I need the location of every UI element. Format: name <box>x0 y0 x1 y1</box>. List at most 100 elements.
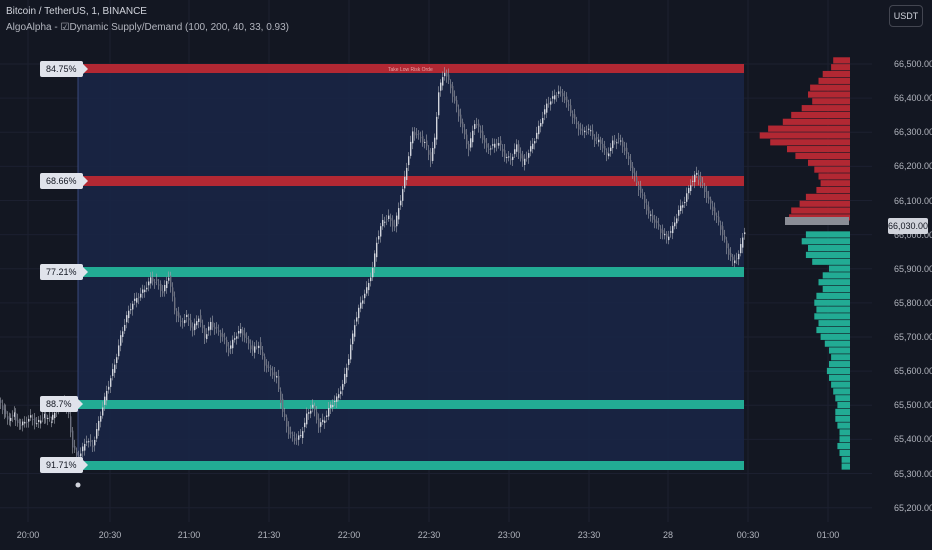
time-tick-label: 22:30 <box>417 530 441 540</box>
candle-body <box>230 345 232 349</box>
candle-body <box>556 95 558 97</box>
demand-profile-bar <box>805 231 850 238</box>
candle-body <box>722 226 724 236</box>
candle-body <box>326 415 328 417</box>
candle-body <box>390 217 392 221</box>
candle-body <box>422 136 424 143</box>
candle-body <box>704 186 706 193</box>
time-tick-label: 00:30 <box>736 530 760 540</box>
candle-body <box>210 321 212 330</box>
demand-profile-bar <box>816 292 850 299</box>
candle-body <box>528 153 530 158</box>
candle-body <box>472 130 474 143</box>
candle-body <box>378 236 380 240</box>
candle-body <box>126 315 128 323</box>
price-tick-label: 66,300.00 <box>894 127 932 138</box>
candle-body <box>616 142 618 144</box>
supply-profile-bar <box>791 207 850 214</box>
candle-body <box>268 366 270 368</box>
supply-profile-bar <box>768 125 850 132</box>
candle-body <box>688 187 690 194</box>
candle-body <box>614 141 616 143</box>
price-tick-label: 66,200.00 <box>894 161 932 172</box>
candle-body <box>28 418 30 422</box>
demand-profile-bar <box>818 320 850 327</box>
candle-body <box>716 216 718 218</box>
candle-body <box>676 218 678 224</box>
supply-profile-bar <box>787 146 850 153</box>
symbol-title[interactable]: Bitcoin / TetherUS, 1, BINANCE <box>6 6 147 17</box>
candle-body <box>336 396 338 402</box>
candle-body <box>110 378 112 387</box>
currency-button[interactable]: USDT <box>889 5 923 27</box>
candle-body <box>140 293 142 298</box>
candle-body <box>502 148 504 152</box>
candle-body <box>198 318 200 323</box>
price-tick-label: 65,300.00 <box>894 468 932 479</box>
candle-body <box>178 312 180 318</box>
demand-profile-bar <box>822 285 850 293</box>
price-tick-label: 65,200.00 <box>894 502 932 513</box>
candle-body <box>174 297 176 311</box>
candle-body <box>206 334 208 340</box>
candle-body <box>76 452 78 456</box>
demand-profile-bar <box>835 408 850 416</box>
supply-zone-top <box>78 64 744 73</box>
candle-body <box>622 140 624 147</box>
candle-body <box>190 319 192 328</box>
candle-body <box>232 339 234 349</box>
candle-body <box>154 281 156 283</box>
candle-body <box>488 148 490 150</box>
candle-body <box>742 237 744 248</box>
candle-body <box>96 429 98 439</box>
candle-body <box>194 323 196 331</box>
candle-body <box>650 214 652 216</box>
chart-area[interactable]: Take Low Risk Orde <box>0 0 872 522</box>
time-tick-label: 20:00 <box>16 530 40 540</box>
indicator-title[interactable]: AlgoAlpha - ☑Dynamic Supply/Demand (100,… <box>6 22 290 33</box>
candle-body <box>90 440 92 443</box>
candle-body <box>740 244 742 254</box>
candle-body <box>544 109 546 115</box>
candle-body <box>314 405 316 411</box>
candle-body <box>712 206 714 212</box>
candle-body <box>228 348 230 353</box>
candle-body <box>112 369 114 377</box>
candle-body <box>334 400 336 402</box>
candle-body <box>524 158 526 165</box>
candle-body <box>734 260 736 264</box>
candle-body <box>246 337 248 339</box>
candle-body <box>266 364 268 369</box>
candle-body <box>636 176 638 183</box>
candle-body <box>360 302 362 309</box>
candle-body <box>324 420 326 423</box>
candle-body <box>318 418 320 428</box>
demand-profile-bar <box>839 429 850 436</box>
candle-body <box>686 193 688 202</box>
time-tick-label: 23:30 <box>577 530 601 540</box>
demand-profile-bar <box>829 361 850 368</box>
candle-body <box>710 199 712 204</box>
candle-body <box>558 91 560 94</box>
candle-body <box>736 258 738 260</box>
candle-body <box>602 143 604 149</box>
candle-body <box>32 418 34 420</box>
demand-profile-bar <box>833 388 850 395</box>
candle-body <box>374 253 376 267</box>
price-tick-label: 65,400.00 <box>894 434 932 445</box>
candle-body <box>7 416 9 420</box>
candle-body <box>526 157 528 159</box>
candle-body <box>546 103 548 113</box>
candle-body <box>534 141 536 144</box>
demand-profile-bar <box>831 354 850 361</box>
candle-body <box>600 139 602 144</box>
candle-body <box>568 104 570 106</box>
candle-body <box>152 277 154 282</box>
price-chart[interactable] <box>0 0 872 522</box>
price-tick-label: 65,600.00 <box>894 366 932 377</box>
candle-body <box>72 430 74 448</box>
candle-body <box>466 134 468 145</box>
price-tick-label: 66,100.00 <box>894 195 932 206</box>
candle-body <box>674 222 676 227</box>
candle-body <box>414 132 416 136</box>
